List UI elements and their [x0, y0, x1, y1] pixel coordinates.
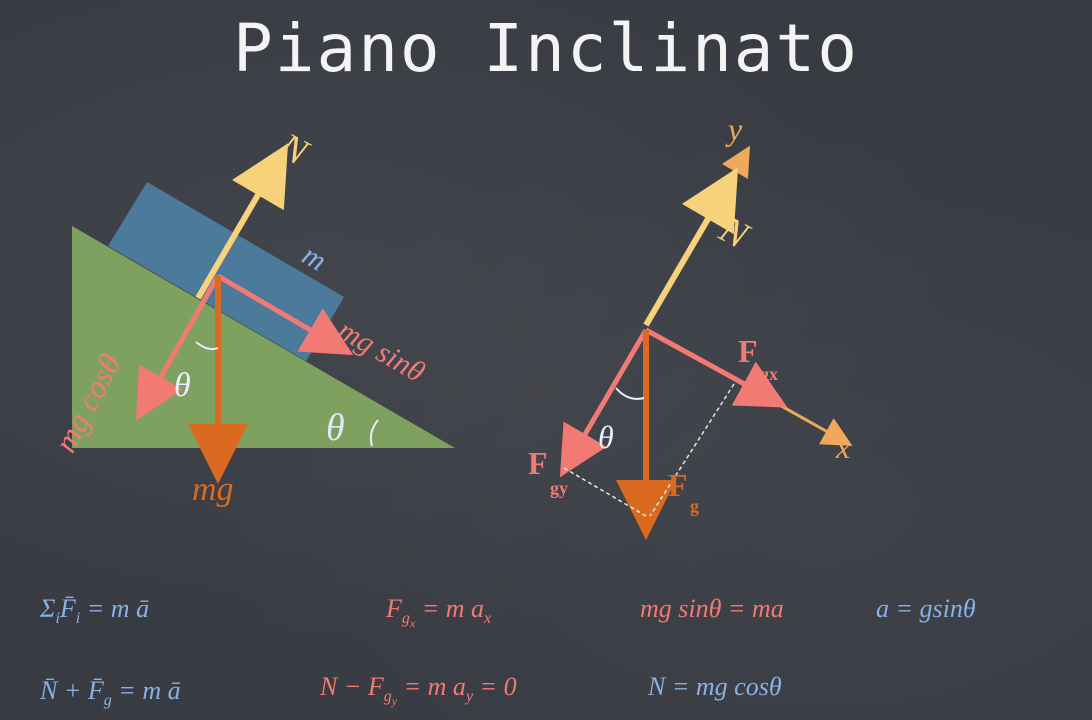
label-fg: F g — [668, 467, 699, 516]
label-theta-right: θ — [598, 419, 614, 455]
normal-arrow-right — [643, 167, 739, 327]
equation-normal-balance: N − Fgy = m ay = 0 — [320, 672, 517, 709]
label-mg-left: mg — [192, 471, 234, 508]
equation-fgx: Fgx = m ax — [386, 594, 492, 631]
incline-angle-arc — [369, 419, 379, 447]
label-N-right: N — [712, 208, 757, 259]
label-mg-sin: mg sinθ — [333, 313, 431, 389]
label-x-axis: x — [835, 429, 850, 465]
label-fgy-sub: gy — [550, 478, 568, 498]
dashed-line-x — [649, 383, 735, 517]
label-fg-sub: g — [690, 496, 699, 516]
label-m: m — [297, 238, 332, 277]
angle-arc-left — [195, 341, 219, 351]
fgy-arrow — [559, 328, 649, 478]
equation-newton-sum: ΣiF̄i = m ā — [40, 594, 150, 628]
normal-arrow-left — [195, 143, 289, 300]
label-fgy: F gy — [528, 445, 568, 498]
label-theta-left: θ — [174, 367, 191, 404]
label-fgx: F gx — [738, 333, 778, 384]
label-fgx-sub: gx — [760, 364, 778, 384]
svg-text:F: F — [528, 445, 548, 481]
dashed-line-y — [563, 467, 647, 517]
svg-text:F: F — [738, 333, 758, 369]
label-theta-incline: θ — [326, 407, 345, 449]
svg-text:F: F — [668, 467, 688, 503]
angle-arc-right — [615, 387, 645, 400]
mg-cos-arrow — [136, 274, 221, 421]
equation-normal-result: N = mg cosθ — [648, 672, 782, 701]
page-title: Piano Inclinato — [232, 10, 860, 87]
mg-sin-arrow — [216, 273, 354, 356]
fgx-arrow — [644, 327, 788, 408]
equation-acceleration: a = gsinθ — [876, 594, 976, 623]
equation-vector-sum: N̄ + F̄g = m ā — [40, 676, 181, 710]
label-N-left: N — [271, 125, 316, 176]
equation-mg-sin: mg sinθ = ma — [640, 594, 784, 623]
label-y-axis: y — [725, 111, 743, 147]
